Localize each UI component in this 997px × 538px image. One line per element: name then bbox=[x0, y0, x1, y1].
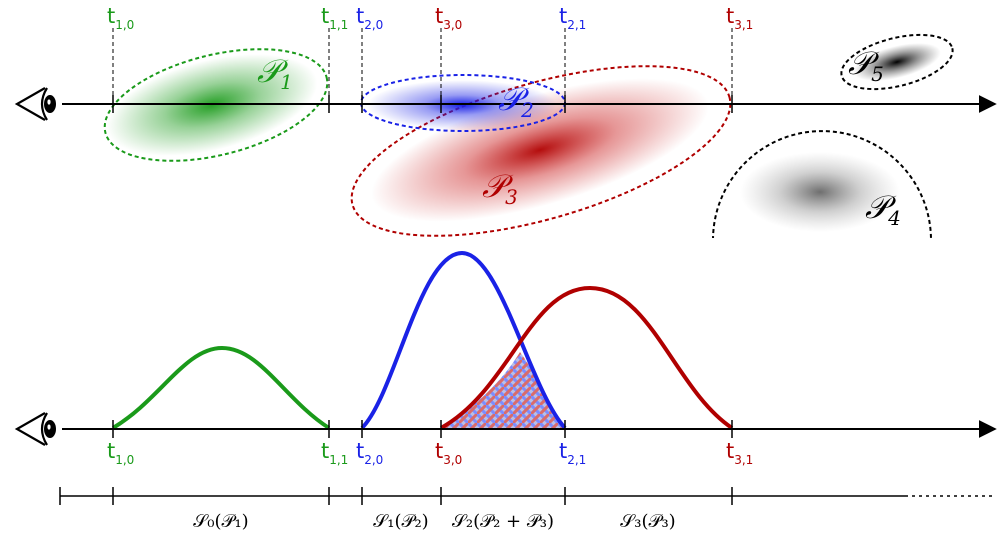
segment-label-s1: 𝒮₁(𝒫₂) bbox=[373, 511, 428, 532]
segment-axis: 𝒮₀(𝒫₁) 𝒮₁(𝒫₂) 𝒮₂(𝒫₂ + 𝒫₃) 𝒮₃(𝒫₃) bbox=[59, 487, 996, 532]
p3-boundary bbox=[350, 65, 732, 237]
p3-density bbox=[371, 78, 709, 222]
primitive-p5 bbox=[840, 33, 954, 91]
segment-label-s3: 𝒮₃(𝒫₃) bbox=[620, 511, 675, 532]
segment-ticks bbox=[59, 487, 733, 505]
p4-boundary bbox=[712, 130, 932, 238]
primitive-p4 bbox=[712, 130, 932, 238]
bottom-label-t10: t1,0 bbox=[107, 439, 134, 467]
bottom-label-t30: t3,0 bbox=[435, 439, 462, 467]
top-label-t21: t2,1 bbox=[559, 4, 586, 32]
curve-p2 bbox=[360, 250, 567, 430]
bottom-label-t20: t2,0 bbox=[356, 439, 383, 467]
bottom-label-t11: t1,1 bbox=[321, 439, 348, 467]
bottom-tick-labels: t1,0 t1,1 t2,0 t3,0 t2,1 t3,1 bbox=[107, 439, 753, 467]
bottom-panel: t1,0 t1,1 t2,0 t3,0 t2,1 t3,1 bbox=[14, 250, 997, 467]
label-p5: 𝒫5 bbox=[848, 44, 884, 86]
top-panel: t1,0 t1,1 t2,0 t3,0 t2,1 t3,1 𝒫1 bbox=[14, 4, 997, 238]
eye-icon bbox=[14, 412, 56, 446]
segment-label-s0: 𝒮₀(𝒫₁) bbox=[193, 511, 248, 532]
top-ticks bbox=[112, 28, 733, 113]
p5-boundary bbox=[840, 33, 954, 91]
top-label-t11: t1,1 bbox=[321, 4, 348, 32]
top-label-t10: t1,0 bbox=[107, 4, 134, 32]
p4-density bbox=[740, 152, 900, 232]
primitive-p1 bbox=[103, 48, 329, 162]
bottom-label-t21: t2,1 bbox=[559, 439, 586, 467]
primitive-p3 bbox=[350, 65, 732, 237]
top-label-t30: t3,0 bbox=[435, 4, 462, 32]
p5-density bbox=[853, 43, 941, 81]
bottom-ticks bbox=[112, 420, 733, 438]
segment-label-s2: 𝒮₂(𝒫₂ + 𝒫₃) bbox=[452, 511, 554, 532]
overlap-hatch bbox=[441, 352, 565, 428]
top-tick-labels: t1,0 t1,1 t2,0 t3,0 t2,1 t3,1 bbox=[107, 4, 753, 32]
eye-icon bbox=[14, 87, 56, 121]
p1-density bbox=[106, 54, 318, 156]
label-p2: 𝒫2 bbox=[498, 80, 534, 122]
top-label-t20: t2,0 bbox=[356, 4, 383, 32]
curve-p3 bbox=[440, 285, 734, 430]
top-label-t31: t3,1 bbox=[726, 4, 753, 32]
p1-boundary bbox=[103, 48, 329, 162]
label-p1: 𝒫1 bbox=[257, 52, 293, 94]
curve-p1 bbox=[111, 345, 331, 430]
bottom-label-t31: t3,1 bbox=[726, 439, 753, 467]
